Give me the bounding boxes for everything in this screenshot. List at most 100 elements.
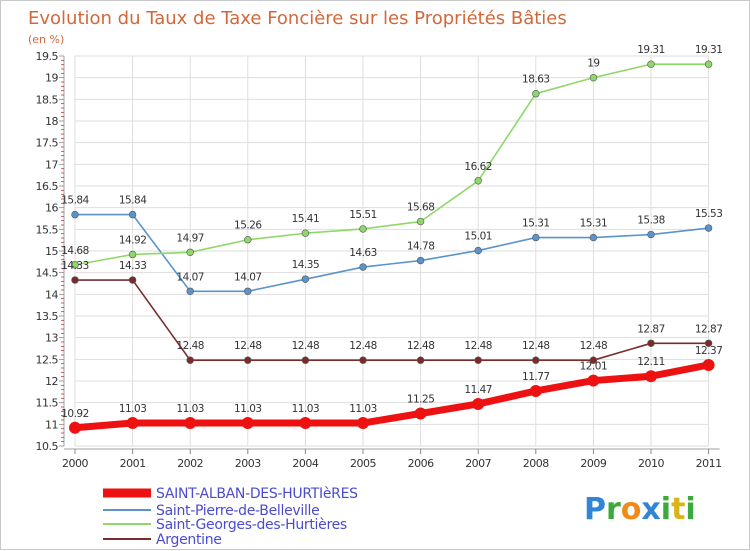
x-tick-label: 2001 bbox=[120, 457, 146, 470]
data-point bbox=[702, 358, 715, 371]
data-label: 15.41 bbox=[292, 213, 320, 225]
data-label: 12.48 bbox=[292, 340, 320, 352]
logo-letter: P bbox=[584, 492, 606, 527]
data-point bbox=[532, 89, 540, 98]
data-point bbox=[587, 374, 600, 387]
y-tick-label: 12 bbox=[45, 375, 58, 388]
data-point bbox=[589, 233, 598, 242]
data-label: 14.78 bbox=[407, 241, 435, 253]
x-tick-label: 2000 bbox=[62, 457, 88, 470]
logo-letter: o bbox=[621, 492, 642, 527]
data-point bbox=[301, 229, 310, 237]
legend-label: Saint-Georges-des-Hurtières bbox=[156, 517, 347, 533]
data-label: 14.07 bbox=[234, 271, 262, 283]
data-point bbox=[474, 246, 482, 255]
y-tick-label: 11 bbox=[45, 418, 58, 431]
data-point bbox=[357, 417, 369, 430]
x-tick-label: 2004 bbox=[292, 457, 318, 470]
data-label: 12.48 bbox=[349, 340, 377, 352]
y-tick-label: 13 bbox=[45, 332, 58, 345]
x-tick-label: 2007 bbox=[465, 457, 491, 470]
data-label: 14.63 bbox=[349, 247, 377, 259]
data-point bbox=[359, 263, 367, 271]
legend-label: Argentine bbox=[156, 532, 222, 548]
logo-letter: r bbox=[606, 492, 621, 527]
data-label: 14.33 bbox=[119, 260, 147, 272]
data-point bbox=[184, 417, 197, 430]
data-label: 11.25 bbox=[407, 394, 435, 406]
data-point bbox=[416, 217, 425, 226]
y-tick-label: 19.5 bbox=[36, 50, 59, 63]
y-tick-label: 18 bbox=[45, 115, 58, 128]
data-point bbox=[71, 276, 79, 284]
data-label: 18.63 bbox=[522, 74, 550, 86]
logo-text: Proxiti bbox=[584, 492, 696, 527]
data-label: 10.92 bbox=[61, 408, 89, 420]
series-1: 15.84 15.84 14.07 14.07 14.35 14.63 14.78 15.01… bbox=[61, 195, 723, 295]
data-point bbox=[532, 356, 540, 364]
series-line bbox=[71, 361, 713, 432]
data-point bbox=[647, 230, 655, 239]
data-label: 14.92 bbox=[119, 234, 147, 246]
data-label: 12.48 bbox=[580, 340, 608, 352]
y-tick-label: 17 bbox=[45, 158, 58, 171]
y-tick-label: 16.5 bbox=[36, 180, 59, 193]
x-tick-label: 2010 bbox=[638, 457, 664, 470]
data-label: 12.11 bbox=[637, 356, 665, 368]
data-label: 14.07 bbox=[176, 271, 204, 283]
data-label: 15.31 bbox=[522, 218, 550, 230]
data-point bbox=[71, 261, 79, 269]
data-label: 19 bbox=[587, 58, 599, 70]
data-label: 12.87 bbox=[637, 323, 665, 335]
series-2: 14.68 14.92 14.97 15.26 15.41 15.51 15.68 16.62… bbox=[61, 44, 723, 269]
data-point bbox=[69, 421, 81, 434]
data-label: 11.03 bbox=[119, 403, 147, 415]
data-point bbox=[186, 248, 194, 257]
x-tick-label: 2009 bbox=[580, 457, 606, 470]
legend: SAINT-ALBAN-DES-HURTIèRESSaint-Pierre-de… bbox=[103, 486, 358, 548]
data-point bbox=[589, 356, 598, 364]
data-label: 11.77 bbox=[522, 371, 550, 383]
data-point bbox=[704, 339, 713, 347]
data-label: 11.03 bbox=[349, 403, 377, 415]
data-label: 16.62 bbox=[464, 161, 492, 173]
data-point bbox=[647, 339, 655, 347]
data-point bbox=[414, 407, 427, 420]
data-label: 14.33 bbox=[61, 260, 89, 272]
y-tick-label: 11.5 bbox=[36, 397, 59, 410]
data-label: 14.35 bbox=[292, 259, 320, 271]
data-point bbox=[359, 356, 367, 364]
data-label: 12.48 bbox=[234, 340, 262, 352]
chart-title: Evolution du Taux de Taxe Foncière sur l… bbox=[28, 8, 567, 29]
data-label: 19.31 bbox=[695, 44, 723, 56]
data-point bbox=[244, 236, 252, 244]
data-label: 11.03 bbox=[234, 403, 262, 415]
data-point bbox=[186, 356, 194, 364]
x-tick-label: 2003 bbox=[235, 457, 261, 470]
x-tick-label: 2006 bbox=[408, 457, 434, 470]
y-tick-label: 16 bbox=[45, 202, 58, 215]
data-label: 15.26 bbox=[234, 220, 262, 232]
data-label: 12.48 bbox=[176, 340, 204, 352]
data-point bbox=[647, 60, 655, 68]
series-line bbox=[74, 213, 710, 293]
data-point bbox=[645, 370, 657, 383]
legend-label: SAINT-ALBAN-DES-HURTIèRES bbox=[156, 486, 358, 502]
logo-letter: t bbox=[671, 492, 685, 527]
data-point bbox=[416, 356, 425, 364]
data-label: 12.48 bbox=[407, 340, 435, 352]
data-label: 11.47 bbox=[464, 384, 492, 396]
data-label: 15.38 bbox=[637, 215, 665, 227]
x-tick-label: 2005 bbox=[350, 457, 376, 470]
legend-label: Saint-Pierre-de-Belleville bbox=[156, 503, 319, 519]
series-0: 10.92 11.03 11.03 11.03 11.03 11.03 11.25 11.47… bbox=[61, 345, 723, 434]
data-point bbox=[126, 417, 139, 430]
x-tick-label: 2002 bbox=[177, 457, 203, 470]
data-label: 12.87 bbox=[695, 323, 723, 335]
data-label: 15.84 bbox=[119, 195, 147, 207]
logo-letter: i bbox=[685, 492, 695, 527]
y-tick-label: 15 bbox=[45, 245, 58, 258]
y-tick-label: 12.5 bbox=[36, 353, 59, 366]
